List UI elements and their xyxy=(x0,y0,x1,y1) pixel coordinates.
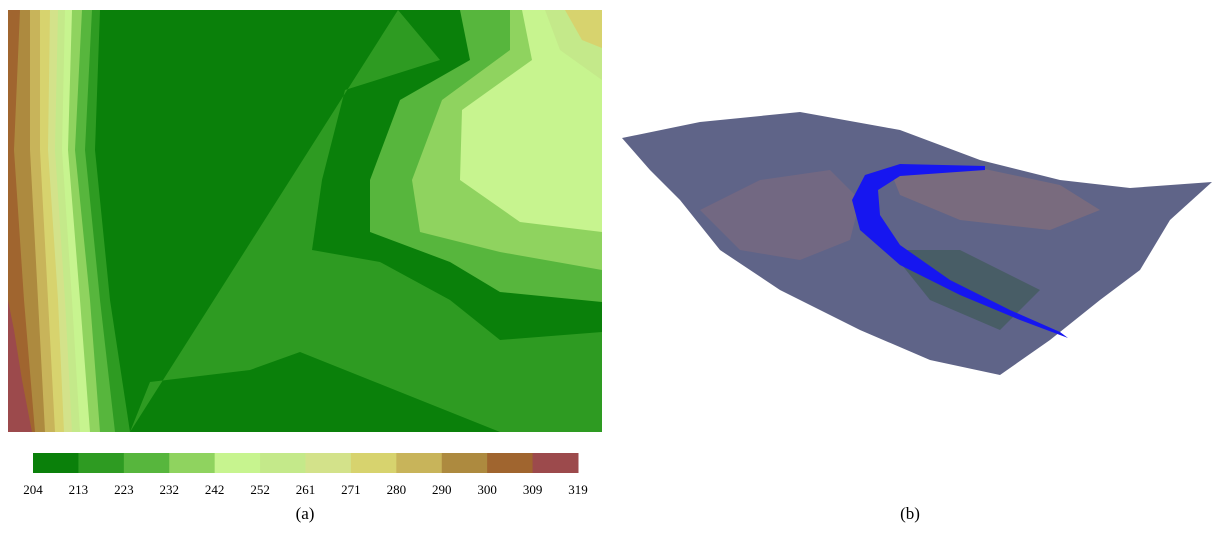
colorbar-tick-label: 280 xyxy=(387,482,407,497)
colorbar-swatch xyxy=(169,453,215,473)
colorbar-tick-label: 261 xyxy=(296,482,316,497)
colorbar-tick-label: 204 xyxy=(23,482,43,497)
colorbar-swatch xyxy=(351,453,397,473)
caption: (b) xyxy=(900,504,920,523)
colorbar-tick-label: 271 xyxy=(341,482,361,497)
colorbar-swatch xyxy=(487,453,533,473)
colorbar-tick-label: 319 xyxy=(568,482,588,497)
colorbar-tick-label: 213 xyxy=(69,482,89,497)
colorbar-swatch xyxy=(215,453,261,473)
colorbar: 204 213 223 232 242 252 261 271 280 290 300 309 319 xyxy=(23,453,588,497)
colorbar-swatch xyxy=(396,453,442,473)
elevation-map xyxy=(8,10,602,432)
colorbar-swatch xyxy=(124,453,170,473)
colorbar-swatch xyxy=(306,453,352,473)
caption: (a) xyxy=(296,504,315,523)
colorbar-tick-label: 252 xyxy=(250,482,270,497)
terrain-surface xyxy=(622,112,1212,375)
colorbar-tick-label: 290 xyxy=(432,482,452,497)
colorbar-swatch xyxy=(442,453,488,473)
figure: 204213223232242252261271280290300309319 … xyxy=(0,0,1214,529)
colorbar-swatch xyxy=(33,453,79,473)
colorbar-tick-label: 223 xyxy=(114,482,134,497)
colorbar-tick-label: 300 xyxy=(477,482,497,497)
colorbar-swatch xyxy=(260,453,306,473)
terrain-render xyxy=(622,112,1212,375)
colorbar-swatch xyxy=(78,453,124,473)
colorbar-swatch xyxy=(533,453,579,473)
colorbar-tick-label: 232 xyxy=(160,482,180,497)
colorbar-tick-label: 242 xyxy=(205,482,225,497)
colorbar-tick-label: 309 xyxy=(523,482,543,497)
